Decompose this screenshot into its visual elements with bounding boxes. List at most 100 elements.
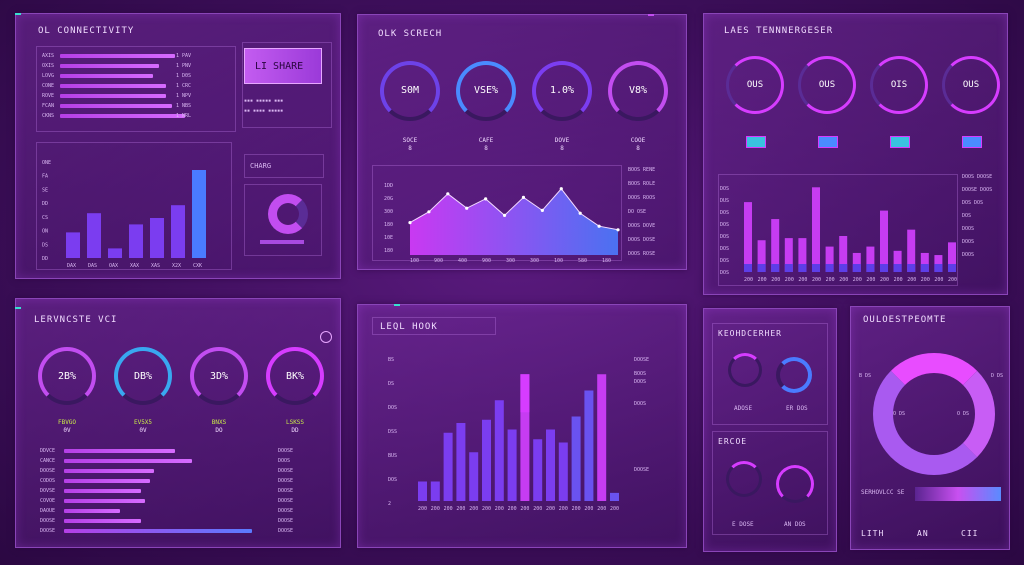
chart-bar [456,423,466,501]
bar-fill[interactable] [64,469,154,473]
stat-sub-label: SOCE [402,137,418,144]
bar-fill[interactable] [60,84,166,88]
y-tick-label: DUS [720,198,729,204]
bar-label: CODOS [40,478,56,484]
x-tick-label: 180 [602,258,611,263]
x-tick-label: 200 [921,277,930,283]
y-tick-label: DOS [720,210,729,216]
status-chip [890,136,910,148]
legend-item: DOS DOS [962,200,984,206]
chart-bar [934,255,943,272]
chart-bar [757,240,766,272]
y-tick-label: SE [42,187,48,193]
x-tick-label: 200 [610,506,619,512]
x-tick-label: 200 [431,506,440,512]
chart-frame [718,174,958,286]
chart-bar [866,246,875,272]
bar-tag: DOOSE [278,528,294,534]
status-ring [728,353,762,387]
legend-item: DOOS ROSE [628,251,656,257]
chart-bar [430,481,440,501]
chart-frame [36,142,232,270]
bar-fill[interactable] [64,449,175,453]
badge-card[interactable]: LI SHARE [244,48,322,84]
chart-bar [129,224,143,258]
bar-label: DOOSE [40,528,56,534]
bar-fill[interactable] [60,104,172,108]
panel-title: LAES TENNNERGESER [724,26,834,36]
x-tick-label: DAX [67,263,76,269]
chart-bar-base [771,264,780,272]
chart-bar-base [920,264,929,272]
settings-icon[interactable] [320,331,332,343]
footer-label: SERHOVLCC SE [861,489,905,496]
y-tick-label: DOS [388,477,397,483]
stat-sub-value: DO [215,427,223,434]
y-tick-label: DS [42,242,48,248]
stat-ring [942,56,1000,114]
bar-fill[interactable] [64,509,120,513]
x-tick-label: XAS [151,263,160,269]
bar-fill[interactable] [60,64,159,68]
y-tick-label: DOS [720,234,729,240]
chart-bar [150,218,164,258]
ring-card [712,323,828,425]
chart-bar-base [744,264,752,272]
stat-ring [114,347,172,405]
panel-service: LERVNCSTE VCI 2B% FBVGO 0V DB% EV5X5 0V 3D% BNX… [15,298,341,548]
data-point [540,208,544,212]
bar-tag: 1 PAV [176,53,192,59]
x-tick-label: 200 [907,277,916,283]
bar-fill[interactable] [64,519,141,523]
data-point [616,228,620,232]
bar-tag: 1 CRC [176,83,192,89]
y-tick-label: 180 [384,222,393,228]
legend-item: BOOS ROLE [628,181,656,187]
bar-fill[interactable] [60,114,185,118]
stat-sub-value: 0V [139,427,147,434]
y-tick-label: ONE [42,160,51,166]
x-tick-label: CXK [193,263,202,269]
chart-bar [771,219,780,272]
stat-ring [266,347,324,405]
bar-fill[interactable] [64,459,192,463]
chart-bar-base [812,264,820,272]
chart-bar [533,439,543,501]
stat-sub-value: 0V [63,427,71,434]
bar-fill[interactable] [60,94,166,98]
bar-label: DOVSE [40,488,56,494]
bar-fill[interactable] [64,529,252,533]
bar-fill[interactable] [60,54,175,58]
bar-fill[interactable] [64,479,150,483]
x-tick-label: 200 [520,506,529,512]
chart-bar-base [852,264,861,272]
bar-fill[interactable] [60,74,153,78]
bar-fill[interactable] [64,489,141,493]
stat-ring [798,56,856,114]
stat-ring-value: 1.0% [549,85,575,96]
chart-bar [469,452,479,501]
bar-tag: 1 D0S [176,73,192,79]
x-tick-label: 300 [530,258,539,263]
bar-chart: DOS DUS DOS DOS DOS DOS DOS DOS 200 200 200 200 200 2… [720,186,957,283]
stat-sub-value: 8 [560,145,564,152]
panel-title: OULOESTPEOMTE [863,315,947,325]
data-point [578,211,582,215]
chart-bar [558,442,568,501]
bar-fill[interactable] [64,499,145,503]
stat-sub-label: DOVE [554,137,570,144]
status-chip [962,136,982,148]
stat-ring [726,56,784,114]
chart-frame [372,165,622,261]
chart-bar [192,170,206,258]
y-tick-label: 2 [388,501,391,507]
corner-accent [648,14,654,16]
chart-bar-base [893,264,902,272]
ring-caption: E DOSE [732,521,754,528]
corner-accent [394,304,400,306]
bar-label: CANCE [40,458,56,464]
x-tick-label: 200 [798,277,807,283]
legend-item: BOOS RENE [628,167,656,173]
x-tick-label: 200 [758,277,767,283]
data-point [427,210,431,214]
